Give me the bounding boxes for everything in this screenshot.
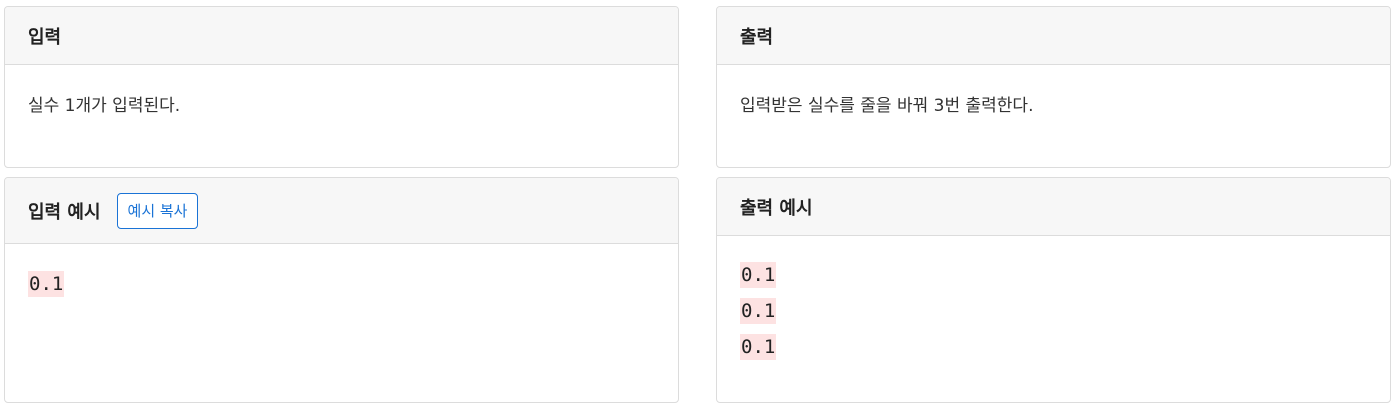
output-example-line: 0.1	[740, 298, 777, 324]
input-card-body: 실수 1개가 입력된다.	[5, 65, 678, 116]
output-title: 출력	[740, 26, 774, 48]
output-example-card: 출력 예시 0.1 0.1 0.1	[716, 177, 1391, 403]
output-card: 출력 입력받은 실수를 줄을 바꿔 3번 출력한다.	[716, 6, 1391, 168]
output-card-header: 출력	[717, 7, 1390, 65]
output-example-title: 출력 예시	[740, 197, 813, 219]
output-card-body: 입력받은 실수를 줄을 바꿔 3번 출력한다.	[717, 65, 1390, 116]
input-example-lines: 0.1	[28, 271, 655, 307]
output-example-lines: 0.1 0.1 0.1	[740, 262, 1367, 370]
output-example-line: 0.1	[740, 334, 777, 360]
input-card: 입력 실수 1개가 입력된다.	[4, 6, 679, 168]
output-description: 입력받은 실수를 줄을 바꿔 3번 출력한다.	[740, 96, 1034, 116]
input-example-header: 입력 예시 예시 복사	[5, 178, 678, 244]
output-example-line: 0.1	[740, 262, 777, 288]
input-title: 입력	[28, 26, 62, 48]
input-card-header: 입력	[5, 7, 678, 65]
input-example-title: 입력 예시	[28, 201, 101, 223]
input-example-card: 입력 예시 예시 복사 0.1	[4, 177, 679, 403]
copy-example-button[interactable]: 예시 복사	[116, 192, 199, 229]
input-example-line: 0.1	[28, 271, 65, 297]
input-description: 실수 1개가 입력된다.	[28, 96, 181, 116]
input-example-body: 0.1	[5, 244, 678, 307]
output-example-header: 출력 예시	[717, 178, 1390, 236]
output-example-body: 0.1 0.1 0.1	[717, 236, 1390, 370]
